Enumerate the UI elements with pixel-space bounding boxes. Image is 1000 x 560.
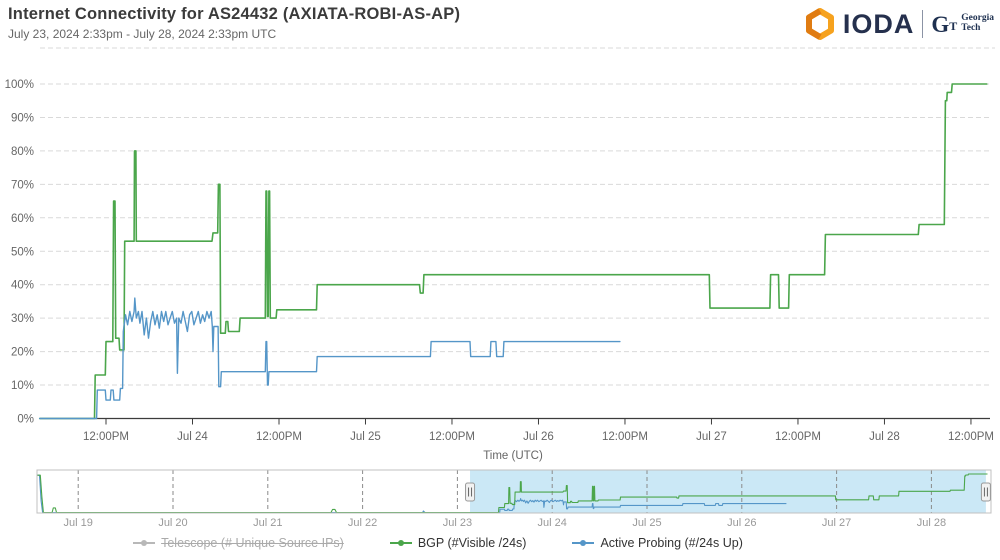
legend-label: Telescope (# Unique Source IPs): [161, 536, 344, 550]
x-tick-label: Jul 25: [350, 431, 381, 443]
chart-header: Internet Connectivity for AS24432 (AXIAT…: [8, 5, 460, 41]
brand-divider: [922, 10, 924, 38]
date-range-subtitle: July 23, 2024 2:33pm - July 28, 2024 2:3…: [8, 27, 277, 41]
x-tick-label: 12:00PM: [256, 431, 302, 443]
y-tick-label: 30%: [11, 313, 34, 325]
navigator-day-label: Jul 25: [632, 517, 661, 529]
axis-labels: 0% 10% 20% 30% 40% 50% 60% 70% 80% 90% 100% 12:00PM…: [5, 79, 994, 462]
georgia-tech-wordmark: Georgia Tech: [961, 13, 994, 33]
bgp-series-line: [38, 83, 988, 420]
y-tick-label: 10%: [11, 380, 34, 392]
x-tick-label: 12:00PM: [948, 431, 994, 443]
y-tick-label: 20%: [11, 347, 34, 359]
navigator-day-label: Jul 27: [822, 517, 851, 529]
legend-item-active-probing[interactable]: Active Probing (#/24s Up): [572, 536, 743, 550]
navigator-day-label: Jul 26: [727, 517, 756, 529]
chart-legend: Telescope (# Unique Source IPs) BGP (#Vis…: [0, 536, 938, 550]
ioda-hexagon-icon: [805, 8, 834, 40]
gt-mark-icon: GT: [931, 11, 958, 37]
main-series: [38, 83, 988, 420]
legend-label: BGP (#Visible /24s): [417, 536, 527, 550]
legend-marker-icon: [389, 540, 412, 546]
legend-item-bgp[interactable]: BGP (#Visible /24s): [389, 536, 527, 550]
connectivity-chart: 0% 10% 20% 30% 40% 50% 60% 70% 80% 90% 100% 12:00PM…: [5, 47, 995, 529]
ioda-logo-text: IODA: [842, 8, 915, 39]
navigator-active-probing-line: [37, 474, 787, 514]
x-tick-label: Jul 26: [523, 431, 554, 443]
y-tick-label: 0%: [17, 414, 34, 426]
page-title: Internet Connectivity for AS24432 (AXIAT…: [8, 5, 461, 23]
active-probing-series-line: [39, 297, 621, 420]
y-tick-label: 100%: [5, 79, 34, 91]
navigator-day-label: Jul 23: [443, 517, 472, 529]
x-tick-label: Jul 27: [696, 431, 727, 443]
y-tick-label: 50%: [11, 246, 34, 258]
navigator-day-label: Jul 28: [917, 517, 946, 529]
y-tick-label: 40%: [11, 280, 34, 292]
x-tick-label: Jul 24: [177, 431, 208, 443]
navigator-day-label: Jul 21: [253, 517, 282, 529]
y-tick-label: 70%: [11, 179, 34, 191]
legend-marker-icon: [133, 540, 156, 546]
x-tick-label: 12:00PM: [602, 431, 648, 443]
navigator-day-label: Jul 19: [64, 517, 93, 529]
georgia-tech-logo: GT Georgia Tech: [931, 13, 994, 36]
navigator-outline: [36, 469, 992, 514]
navigator-day-label: Jul 24: [538, 517, 567, 529]
navigator[interactable]: Jul 19 Jul 20 Jul 21 Jul 22 Jul 23 Jul 24 Jul …: [36, 469, 992, 529]
x-tick-label: 12:00PM: [429, 431, 475, 443]
navigator-resize-handle[interactable]: [465, 482, 476, 502]
x-axis: [40, 417, 990, 425]
y-tick-label: 60%: [11, 213, 34, 225]
navigator-resize-handle[interactable]: [980, 482, 991, 502]
legend-marker-icon: [572, 540, 595, 546]
gridlines: [40, 47, 995, 386]
navigator-day-label: Jul 20: [158, 517, 187, 529]
brand-block: IODA GT Georgia Tech: [805, 8, 994, 40]
x-tick-label: Jul 28: [869, 431, 900, 443]
x-tick-label: 12:00PM: [83, 431, 129, 443]
x-tick-label: 12:00PM: [775, 431, 821, 443]
x-axis-title: Time (UTC): [483, 450, 543, 462]
y-tick-label: 90%: [11, 112, 34, 124]
legend-item-telescope[interactable]: Telescope (# Unique Source IPs): [133, 536, 344, 550]
navigator-day-label: Jul 22: [348, 517, 377, 529]
y-tick-label: 80%: [11, 146, 34, 158]
legend-label: Active Probing (#/24s Up): [600, 536, 743, 550]
